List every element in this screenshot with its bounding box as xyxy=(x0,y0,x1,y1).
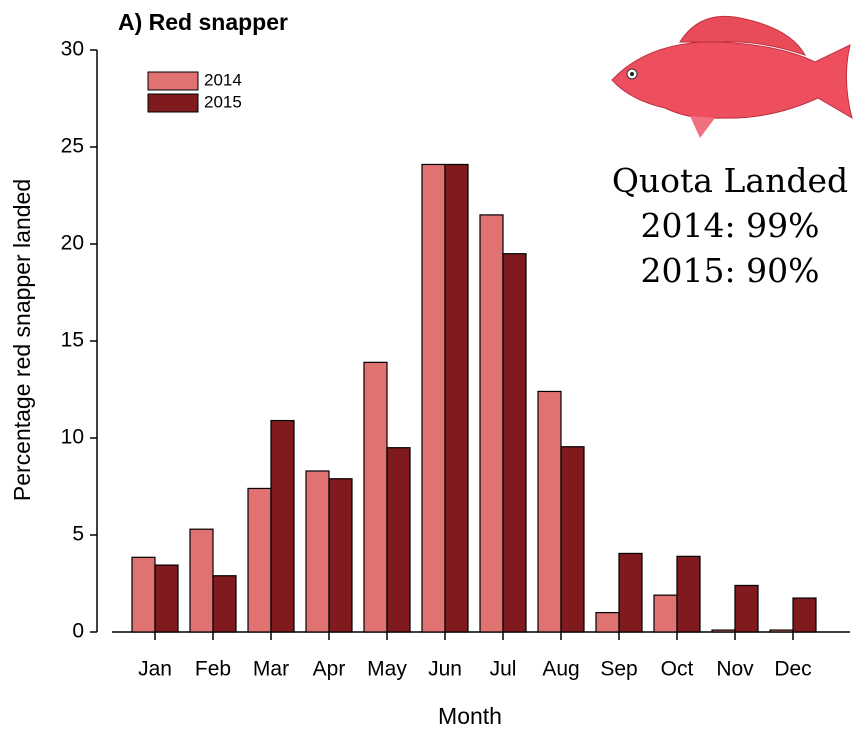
bar xyxy=(271,421,294,632)
x-axis-label: Month xyxy=(438,703,502,729)
bar xyxy=(735,585,758,632)
x-tick-label: May xyxy=(367,658,407,681)
y-tick-label: 30 xyxy=(61,38,84,61)
bar xyxy=(503,254,526,632)
bar xyxy=(306,471,329,632)
x-tick-label: Sep xyxy=(600,658,637,681)
bar xyxy=(155,565,178,632)
y-tick-label: 20 xyxy=(61,232,84,255)
bar xyxy=(445,164,468,632)
page: {"chart_data": {"type": "bar", "title": … xyxy=(0,0,862,736)
x-tick-label: Aug xyxy=(542,658,579,681)
x-tick-label: Jan xyxy=(138,658,172,681)
x-tick-label: Mar xyxy=(253,658,289,681)
bar xyxy=(364,362,387,632)
legend-label: 2015 xyxy=(204,92,242,111)
bar xyxy=(654,595,677,632)
chart-title: A) Red snapper xyxy=(118,9,288,35)
x-tick-label: Nov xyxy=(716,658,754,681)
annotation: Quota Landed xyxy=(612,161,848,200)
legend-swatch xyxy=(148,94,198,112)
chart: A) Red snapper Month Percentage red snap… xyxy=(0,0,862,736)
bar xyxy=(793,598,816,632)
bar xyxy=(619,553,642,632)
bar xyxy=(596,613,619,632)
bar xyxy=(190,529,213,632)
y-axis-label: Percentage red snapper landed xyxy=(9,179,35,501)
x-tick-label: Oct xyxy=(661,658,694,681)
x-tick-label: Jun xyxy=(428,658,462,681)
legend-swatch xyxy=(148,72,198,90)
bar xyxy=(561,447,584,632)
x-tick-label: Feb xyxy=(195,658,231,681)
bar xyxy=(770,630,793,632)
bar xyxy=(712,630,735,632)
bar xyxy=(213,576,236,632)
fish-illustration xyxy=(612,16,852,138)
annotation: 2014: 99% xyxy=(641,206,820,245)
bar xyxy=(387,448,410,632)
bar xyxy=(329,479,352,632)
y-tick-label: 15 xyxy=(61,329,84,352)
bar xyxy=(677,556,700,632)
y-tick-label: 5 xyxy=(72,523,84,546)
x-tick-label: Jul xyxy=(490,658,517,681)
y-tick-label: 0 xyxy=(72,620,84,643)
bar xyxy=(538,391,561,632)
bar xyxy=(248,488,271,632)
x-tick-label: Dec xyxy=(774,658,811,681)
y-tick-label: 10 xyxy=(61,426,84,449)
bar xyxy=(132,557,155,632)
y-tick-label: 25 xyxy=(61,135,84,158)
legend-label: 2014 xyxy=(204,70,242,89)
x-tick-label: Apr xyxy=(313,658,346,681)
bar xyxy=(422,164,445,632)
bar xyxy=(480,215,503,632)
annotation: 2015: 90% xyxy=(641,251,820,290)
